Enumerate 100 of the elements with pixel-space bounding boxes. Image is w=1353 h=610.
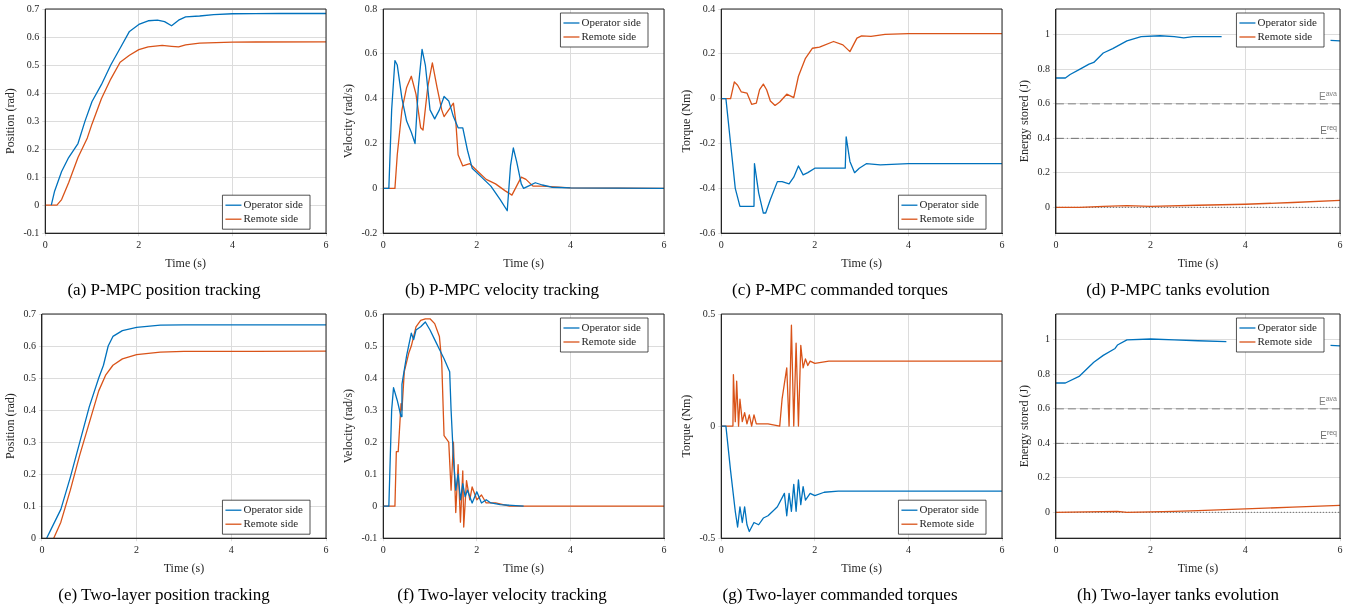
legend-label: Remote side bbox=[243, 212, 299, 225]
y-tick-label: -0.5 bbox=[699, 531, 716, 543]
text: (d) P-MPC tanks evolution bbox=[1086, 280, 1271, 300]
y-tick-label: 0.4 bbox=[1037, 436, 1050, 448]
x-axis-title: Time (s) bbox=[503, 255, 544, 270]
legend-label: Operator side bbox=[581, 15, 642, 28]
y-tick-label: 0.1 bbox=[23, 499, 36, 511]
y-tick-label: 0.3 bbox=[364, 403, 378, 415]
x-tick-label: 0 bbox=[380, 543, 386, 555]
x-tick-label: 2 bbox=[1148, 543, 1154, 555]
x-tick-label: 4 bbox=[1242, 238, 1248, 250]
y-tick-label: 1 bbox=[1044, 28, 1050, 40]
legend-label: Operator side bbox=[243, 503, 304, 516]
text: (c) P-MPC commanded torques bbox=[732, 280, 948, 300]
y-axis-title: Velocity (rad/s) bbox=[341, 388, 356, 464]
x-tick-label: 2 bbox=[474, 238, 480, 250]
y-axis-title: Velocity (rad/s) bbox=[341, 83, 356, 159]
x-tick-label: 4 bbox=[567, 543, 573, 555]
legend-label: Remote side bbox=[243, 517, 299, 530]
y-tick-label: 0.8 bbox=[1037, 367, 1050, 379]
x-tick-label: 6 bbox=[323, 543, 329, 555]
text: (g) Two-layer commanded torques bbox=[722, 585, 958, 605]
y-tick-label: 0.2 bbox=[26, 142, 40, 154]
x-tick-label: 0 bbox=[380, 238, 386, 250]
y-tick-label: 0.7 bbox=[26, 2, 40, 14]
y-tick-label: -0.6 bbox=[699, 226, 716, 238]
y-tick-label: 0.6 bbox=[23, 339, 36, 351]
y-tick-label: 0.2 bbox=[1037, 471, 1050, 483]
x-axis-title: Time (s) bbox=[163, 560, 205, 575]
legend-label: Remote side bbox=[581, 334, 637, 347]
legend-label: Operator side bbox=[1257, 15, 1318, 28]
y-tick-label: 0.4 bbox=[1037, 131, 1050, 143]
y-tick-label: 0.2 bbox=[702, 47, 716, 59]
x-axis-title: Time (s) bbox=[165, 255, 206, 270]
y-tick-label: 0.1 bbox=[364, 467, 378, 479]
legend-label: Remote side bbox=[919, 517, 975, 530]
x-tick-label: 4 bbox=[228, 543, 234, 555]
y-tick-label: 0 bbox=[1044, 505, 1050, 517]
y-axis-title: Position (rad) bbox=[3, 88, 18, 154]
text: (f) Two-layer velocity tracking bbox=[397, 585, 608, 605]
x-tick-label: 4 bbox=[567, 238, 573, 250]
x-axis-title: Time (s) bbox=[503, 560, 544, 575]
y-tick-label: 0.8 bbox=[1037, 62, 1050, 74]
x-axis-title: Time (s) bbox=[1177, 255, 1219, 270]
x-tick-label: 2 bbox=[134, 543, 140, 555]
y-tick-label: 0 bbox=[372, 499, 378, 511]
y-tick-label: 0.5 bbox=[26, 58, 40, 70]
text: (b) P-MPC velocity tracking bbox=[404, 280, 600, 300]
y-axis-title: Torque (Nm) bbox=[679, 394, 694, 458]
x-tick-label: 0 bbox=[1053, 238, 1059, 250]
y-tick-label: 0.4 bbox=[364, 371, 378, 383]
y-axis-title: Position (rad) bbox=[3, 393, 18, 459]
y-tick-label: 0.4 bbox=[23, 403, 36, 415]
y-tick-label: 1 bbox=[1044, 333, 1050, 345]
y-axis-title: Energy stored (J) bbox=[1017, 79, 1032, 163]
y-tick-label: 0 bbox=[1044, 200, 1050, 212]
x-tick-label: 6 bbox=[661, 238, 667, 250]
y-tick-label: 0 bbox=[372, 181, 378, 193]
x-tick-label: 2 bbox=[474, 543, 480, 555]
x-tick-label: 2 bbox=[136, 238, 142, 250]
y-tick-label: 0 bbox=[710, 419, 716, 431]
y-tick-label: 0.6 bbox=[364, 47, 378, 59]
legend-label: Remote side bbox=[1257, 334, 1313, 347]
x-tick-label: 2 bbox=[812, 238, 818, 250]
x-tick-label: 6 bbox=[999, 543, 1005, 555]
y-tick-label: 0 bbox=[30, 531, 36, 543]
x-axis-title: Time (s) bbox=[841, 560, 882, 575]
y-tick-label: 0.3 bbox=[26, 114, 40, 126]
y-tick-label: -0.1 bbox=[361, 531, 378, 543]
y-axis-title: Energy stored (J) bbox=[1017, 384, 1032, 468]
x-tick-label: 0 bbox=[718, 543, 724, 555]
x-tick-label: 4 bbox=[905, 543, 911, 555]
y-axis-title: Torque (Nm) bbox=[679, 89, 694, 153]
legend-label: Remote side bbox=[919, 212, 975, 225]
legend-label: Operator side bbox=[919, 198, 980, 211]
legend-label: Remote side bbox=[581, 29, 637, 42]
y-tick-label: 0.2 bbox=[364, 435, 378, 447]
y-tick-label: 0 bbox=[710, 92, 716, 104]
y-tick-label: 0.2 bbox=[364, 137, 378, 149]
y-tick-label: -0.2 bbox=[361, 226, 378, 238]
legend-label: Remote side bbox=[1257, 29, 1313, 42]
text: (e) Two-layer position tracking bbox=[58, 585, 271, 605]
legend-label: Operator side bbox=[1257, 320, 1318, 333]
y-tick-label: 0.4 bbox=[26, 86, 40, 98]
y-tick-label: 0.6 bbox=[26, 30, 40, 42]
y-tick-label: 0.6 bbox=[364, 307, 378, 319]
y-tick-label: 0.6 bbox=[1037, 402, 1050, 414]
x-tick-label: 6 bbox=[323, 238, 329, 250]
y-tick-label: 0.5 bbox=[23, 371, 36, 383]
x-tick-label: 4 bbox=[1242, 543, 1248, 555]
x-tick-label: 6 bbox=[1337, 238, 1343, 250]
y-tick-label: 0.2 bbox=[23, 467, 36, 479]
x-tick-label: 4 bbox=[229, 238, 235, 250]
y-tick-label: -0.4 bbox=[699, 181, 716, 193]
text: (a) P-MPC position tracking bbox=[67, 280, 262, 300]
y-tick-label: 0.3 bbox=[23, 435, 36, 447]
y-tick-label: 0.1 bbox=[26, 170, 40, 182]
text: (h) Two-layer tanks evolution bbox=[1077, 585, 1280, 605]
x-tick-label: 2 bbox=[1148, 238, 1154, 250]
y-tick-label: 0.2 bbox=[1037, 166, 1050, 178]
